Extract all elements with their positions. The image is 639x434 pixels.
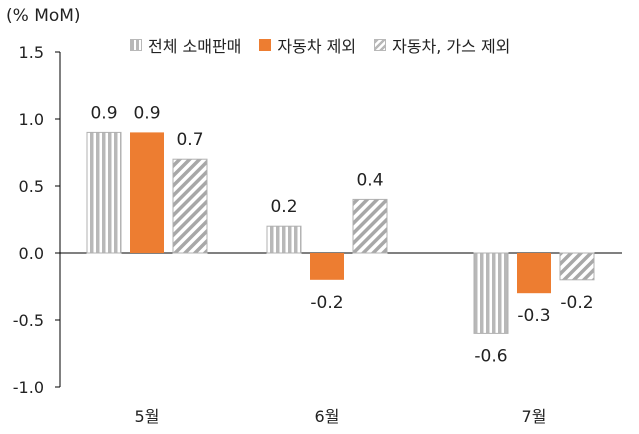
data-label: 0.9 (90, 103, 117, 123)
y-axis-unit-label: (% MoM) (6, 6, 81, 26)
legend-swatch-ex-auto-gas (374, 39, 387, 51)
data-label: -0.2 (560, 293, 593, 313)
data-label: 0.9 (133, 103, 160, 123)
y-tick-label: 0.0 (19, 244, 44, 263)
legend-swatch-ex-auto (259, 39, 272, 51)
bar-series-1 (86, 131, 122, 254)
bar-series-1 (266, 225, 302, 254)
y-tick-label: 0.5 (19, 177, 44, 196)
x-tick-label: 6월 (315, 407, 340, 426)
bar-series-2 (310, 253, 344, 280)
bar-series-1 (473, 252, 509, 334)
x-tick-label: 7월 (522, 407, 547, 426)
y-tick-label: -1.0 (13, 378, 44, 397)
y-tick-label: -0.5 (13, 311, 44, 330)
data-label: -0.6 (474, 346, 507, 366)
y-tick-label: 1.0 (19, 110, 44, 129)
legend-item-ex-auto-gas: 자동차, 가스 제외 (374, 33, 510, 57)
legend-swatch-total (130, 39, 142, 51)
bar-series-3 (172, 158, 208, 254)
data-label: 0.4 (356, 170, 383, 190)
data-label: -0.3 (517, 306, 550, 326)
legend-label-total: 전체 소매판매 (148, 37, 242, 56)
legend-label-ex-auto-gas: 자동차, 가스 제외 (392, 37, 511, 56)
chart-legend: 전체 소매판매 자동차 제외 자동차, 가스 제외 (130, 33, 510, 57)
data-label: 0.7 (176, 130, 203, 150)
data-label: 0.2 (270, 197, 297, 217)
data-label: -0.2 (310, 293, 343, 313)
y-tick-label: 1.5 (19, 43, 44, 62)
legend-label-ex-auto: 자동차 제외 (277, 37, 357, 56)
bar-series-2 (130, 132, 164, 253)
bar-series-3 (352, 198, 388, 254)
legend-item-total: 전체 소매판매 (130, 33, 241, 57)
bar-series-3 (559, 252, 595, 281)
x-tick-label: 5월 (135, 407, 160, 426)
legend-item-ex-auto: 자동차 제외 (259, 33, 356, 57)
bar-series-2 (517, 253, 551, 294)
